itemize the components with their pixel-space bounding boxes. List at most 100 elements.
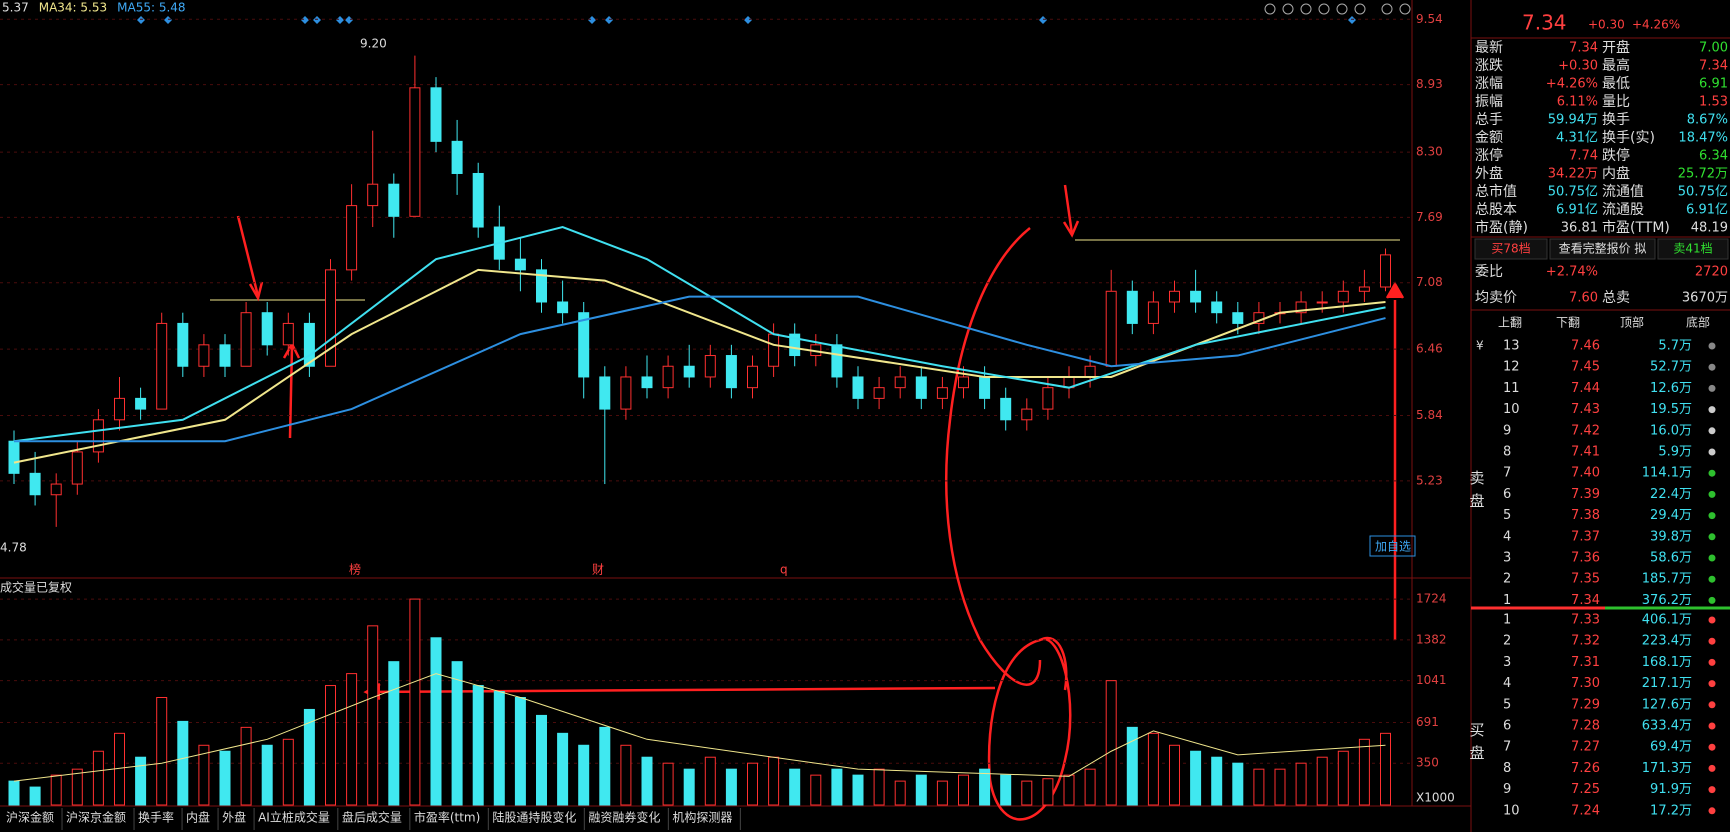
book-price: 7.44 bbox=[1571, 381, 1600, 396]
stat-label: 流通股 bbox=[1602, 202, 1644, 218]
volume-bar bbox=[1274, 768, 1286, 806]
book-dot bbox=[1708, 533, 1716, 541]
book-level: 2 bbox=[1503, 572, 1511, 587]
volume-bar bbox=[1316, 756, 1328, 806]
book-volume: 168.1万 bbox=[1642, 655, 1692, 670]
book-header[interactable]: 顶部 bbox=[1620, 315, 1644, 330]
candle-body bbox=[662, 365, 674, 389]
book-level: 1 bbox=[1503, 593, 1511, 608]
stat-label: 市盈(静) bbox=[1475, 219, 1528, 236]
book-volume: 217.1万 bbox=[1642, 676, 1692, 691]
book-volume: 406.1万 bbox=[1642, 613, 1692, 628]
volume-bar bbox=[725, 768, 737, 806]
y-tick-label: 1382 bbox=[1416, 632, 1447, 646]
candle-body bbox=[367, 183, 379, 207]
candle-body bbox=[915, 376, 927, 399]
stat-label: 总手 bbox=[1475, 112, 1503, 128]
candle-body bbox=[29, 472, 41, 496]
candle-body bbox=[1000, 397, 1012, 421]
book-price: 7.40 bbox=[1571, 466, 1600, 481]
quote-button[interactable] bbox=[1549, 238, 1656, 260]
volume-bar bbox=[388, 661, 400, 806]
tab[interactable]: AI立桩成交量 bbox=[258, 810, 330, 825]
book-level: 1 bbox=[1503, 613, 1511, 628]
tab[interactable]: 陆股通持股变化 bbox=[492, 810, 576, 825]
annotation-lines bbox=[210, 239, 1400, 301]
quote-button[interactable] bbox=[1657, 238, 1729, 260]
volume-bar bbox=[135, 756, 147, 806]
candle-body bbox=[641, 376, 653, 389]
volume-bar bbox=[789, 768, 801, 806]
tab[interactable]: 外盘 bbox=[222, 810, 246, 825]
book-volume: 185.7万 bbox=[1642, 572, 1692, 587]
book-dot bbox=[1708, 554, 1716, 562]
tab[interactable]: 沪深金额 bbox=[6, 810, 54, 825]
candle-body bbox=[198, 344, 210, 367]
book-volume: 58.6万 bbox=[1650, 551, 1692, 566]
candle-body bbox=[1232, 312, 1244, 324]
book-price: 7.36 bbox=[1571, 551, 1600, 566]
volume-bar bbox=[514, 697, 526, 806]
volume-bar bbox=[599, 726, 611, 806]
candle-body bbox=[557, 301, 569, 314]
toolbar-icons[interactable] bbox=[1264, 3, 1411, 15]
volume-bar bbox=[8, 780, 20, 806]
tab[interactable]: 机构探测器 bbox=[672, 810, 732, 825]
candle-body bbox=[451, 140, 463, 174]
book-volume: 17.2万 bbox=[1650, 803, 1692, 818]
stat-value: 6.11% bbox=[1557, 95, 1598, 110]
candle-body bbox=[303, 322, 315, 367]
book-dot bbox=[1708, 701, 1716, 709]
volume-bar bbox=[1211, 756, 1223, 806]
add-watchlist-button[interactable] bbox=[1369, 535, 1416, 557]
candle-body bbox=[1147, 301, 1159, 324]
y-tick-label: 1724 bbox=[1416, 592, 1447, 606]
volume-bar bbox=[303, 708, 315, 806]
book-header[interactable]: 底部 bbox=[1686, 315, 1710, 330]
volume-bar bbox=[493, 691, 505, 806]
stat-value: 6.91亿 bbox=[1556, 203, 1598, 218]
volume-bar bbox=[71, 768, 83, 806]
tab[interactable]: 换手率 bbox=[138, 810, 174, 825]
candle-body bbox=[114, 397, 125, 421]
quote-button-label: 卖41档 bbox=[1673, 242, 1712, 256]
book-header[interactable]: 下翻 bbox=[1556, 316, 1580, 330]
book-header[interactable]: 上翻 bbox=[1498, 316, 1522, 330]
volume-bar bbox=[1063, 774, 1075, 806]
book-level: 4 bbox=[1503, 529, 1511, 544]
tab[interactable]: 融资融券变化 bbox=[588, 810, 660, 825]
tab[interactable]: 内盘 bbox=[186, 810, 210, 825]
candle-body bbox=[747, 365, 758, 389]
volume-ma-line bbox=[13, 673, 1386, 782]
top-diamonds bbox=[137, 16, 1356, 24]
book-dot bbox=[1708, 680, 1716, 688]
y-tick-label: 5.84 bbox=[1416, 408, 1443, 422]
volume-bar bbox=[177, 720, 189, 806]
y-tick-label: 9.54 bbox=[1416, 12, 1443, 26]
book-level: 5 bbox=[1503, 508, 1511, 523]
tab[interactable]: 市盈率(ttm) bbox=[414, 810, 480, 825]
stat-value: 18.47% bbox=[1678, 131, 1728, 146]
quote-button[interactable] bbox=[1474, 238, 1548, 260]
volume-bar bbox=[683, 768, 695, 806]
quote-button-label: 买78档 bbox=[1491, 242, 1530, 256]
volume-bar bbox=[50, 774, 62, 806]
side-label: 卖盘 bbox=[1468, 470, 1486, 516]
stat-value: 7.34 bbox=[1699, 59, 1728, 74]
stat-label: 最低 bbox=[1602, 76, 1630, 92]
candle-body bbox=[325, 269, 336, 367]
add-watchlist-label: 加自选 bbox=[1375, 540, 1411, 554]
y-tick-label: 8.30 bbox=[1416, 145, 1443, 159]
volume-bar bbox=[768, 756, 780, 806]
candle-body bbox=[536, 269, 547, 303]
book-level: 12 bbox=[1503, 360, 1520, 375]
tab[interactable]: 沪深京金额 bbox=[66, 810, 126, 825]
candle-body bbox=[1042, 387, 1054, 410]
book-level: 9 bbox=[1503, 423, 1511, 438]
tab[interactable]: 盘后成交量 bbox=[342, 810, 402, 825]
stat-value: 7.74 bbox=[1569, 149, 1598, 164]
volume-bar bbox=[451, 661, 463, 806]
candle-body bbox=[156, 322, 168, 410]
book-level: 8 bbox=[1503, 445, 1511, 460]
